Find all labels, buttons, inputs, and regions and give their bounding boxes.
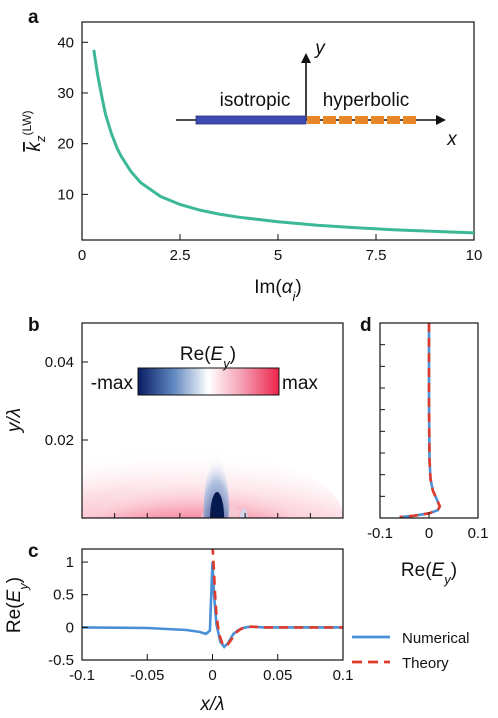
- panel-c: c -0.1 -0.05 0 0.05 0.1 -0.5 0 0.5 1 x/λ Re(Ey): [4, 541, 353, 715]
- y-tick-label-c: 1: [66, 554, 74, 571]
- panel-label-d: d: [360, 315, 372, 336]
- inset-y-arrow: [301, 53, 311, 63]
- x-tick-label-c: -0.1: [69, 667, 95, 684]
- y-tick-label-a: 40: [57, 34, 74, 51]
- inset-hyperbolic-segment: [323, 116, 336, 124]
- plot-area-d: [399, 323, 442, 518]
- inset-hyperbolic-label: hyperbolic: [323, 90, 410, 111]
- x-tick-label-c: -0.05: [130, 667, 164, 684]
- series-line-theory-c: [211, 549, 343, 648]
- inset-isotropic-slab: [195, 115, 307, 125]
- x-tick-label-a: 10: [466, 247, 483, 264]
- x-tick-label-c: 0.05: [263, 667, 292, 684]
- heatmap-blue-core: [210, 492, 225, 518]
- y-tick-label-b: 0.02: [45, 432, 74, 449]
- inset-hyperbolic-segment: [307, 116, 320, 124]
- panel-a: a 0 2.5 5 7.5 10 10 20 30 40 Im(αi) kz(LW) isotropic…: [20, 7, 482, 304]
- x-tick-label-c: 0: [208, 667, 216, 684]
- x-tick-label-a: 7.5: [366, 247, 387, 264]
- inset-hyperbolic-segment: [387, 116, 400, 124]
- y-tick-label-a: 10: [57, 186, 74, 203]
- y-axis-label-b: y/λ: [4, 408, 25, 434]
- series-line-numerical-d: [399, 323, 442, 518]
- x-tick-label-a: 5: [274, 247, 282, 264]
- colorbar-max-label: max: [282, 373, 318, 394]
- heatmap-field: [82, 323, 343, 518]
- y-tick-label-a: 30: [57, 85, 74, 102]
- colorbar: [137, 367, 280, 396]
- heatmap-third-fringe: [239, 508, 248, 518]
- x-tick-label-d: 0: [425, 525, 433, 542]
- x-tick-label-a: 2.5: [170, 247, 191, 264]
- inset-x-label: x: [446, 129, 458, 150]
- y-tick-label-a: 20: [57, 136, 74, 153]
- panel-label-a: a: [28, 7, 39, 28]
- y-axis-label-a: kz(LW): [20, 110, 48, 151]
- x-tick-label-a: 0: [78, 247, 86, 264]
- panel-label-c: c: [28, 541, 39, 562]
- x-axis-label-a: Im(αi): [254, 277, 302, 304]
- legend: Numerical Theory: [352, 630, 470, 672]
- y-tick-label-c: 0.5: [53, 587, 74, 604]
- x-axis-label-d: Re(Ey): [401, 560, 457, 587]
- heatmap-second-fringe: [228, 504, 239, 518]
- x-axis-label-c: x/λ: [199, 694, 224, 715]
- heatmap-red-lobe: [97, 478, 288, 518]
- legend-label-numerical: Numerical: [402, 630, 470, 647]
- panel-label-b: b: [28, 315, 40, 336]
- inset-hyperbolic-segment: [403, 116, 416, 124]
- axes-frame-b: [81, 322, 344, 519]
- series-line-numerical-c: [82, 562, 343, 649]
- heatmap-blue-halo: [203, 456, 230, 518]
- series-line-a: [92, 49, 475, 235]
- y-tick-label-c: -0.5: [48, 652, 74, 669]
- panel-b: b0.020.04y/λRe(Ey)-max max: [4, 315, 344, 519]
- inset-x-arrow: [436, 115, 446, 125]
- y-tick-label-c: 0: [66, 619, 74, 636]
- x-tick-label-d: 0.1: [468, 525, 489, 542]
- panel-d: d -0.1 0 0.1 Re(Ey): [360, 315, 488, 587]
- colorbar-min-label: -max: [91, 373, 134, 394]
- inset-y-label: y: [313, 38, 326, 59]
- y-tick-label-b: 0.04: [45, 354, 74, 371]
- x-tick-label-c: 0.1: [333, 667, 354, 684]
- inset-isotropic-label: isotropic: [220, 90, 291, 111]
- inset-hyperbolic-segment: [339, 116, 352, 124]
- axes-frame-a: [81, 21, 475, 241]
- plot-area-c: [82, 549, 343, 649]
- series-line-theory-d: [399, 323, 442, 518]
- x-tick-label-d: -0.1: [367, 525, 393, 542]
- y-axis-label-c: Re(Ey): [4, 577, 31, 633]
- legend-label-theory: Theory: [402, 655, 449, 672]
- inset-hyperbolic-segment: [355, 116, 368, 124]
- inset-schematic: isotropic hyperbolic y x: [176, 38, 458, 150]
- inset-hyperbolic-segment: [371, 116, 384, 124]
